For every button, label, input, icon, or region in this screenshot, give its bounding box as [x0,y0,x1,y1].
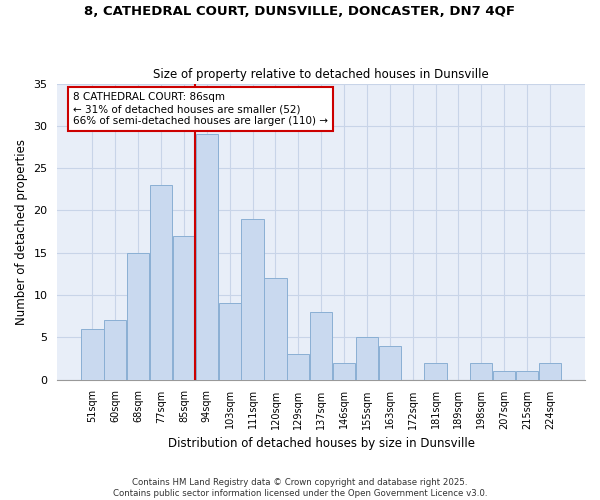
Bar [356,338,378,380]
Bar [173,236,195,380]
Bar [196,134,218,380]
Title: Size of property relative to detached houses in Dunsville: Size of property relative to detached ho… [154,68,489,81]
Bar [470,362,493,380]
Bar [218,304,241,380]
Bar [241,219,263,380]
Bar [424,362,446,380]
Bar [516,371,538,380]
Bar [265,278,287,380]
Y-axis label: Number of detached properties: Number of detached properties [15,138,28,324]
Bar [310,312,332,380]
Text: 8 CATHEDRAL COURT: 86sqm
← 31% of detached houses are smaller (52)
66% of semi-d: 8 CATHEDRAL COURT: 86sqm ← 31% of detach… [73,92,328,126]
Bar [539,362,561,380]
Bar [127,252,149,380]
X-axis label: Distribution of detached houses by size in Dunsville: Distribution of detached houses by size … [168,437,475,450]
Bar [104,320,127,380]
Bar [379,346,401,380]
Bar [493,371,515,380]
Bar [150,185,172,380]
Text: Contains HM Land Registry data © Crown copyright and database right 2025.
Contai: Contains HM Land Registry data © Crown c… [113,478,487,498]
Bar [333,362,355,380]
Text: 8, CATHEDRAL COURT, DUNSVILLE, DONCASTER, DN7 4QF: 8, CATHEDRAL COURT, DUNSVILLE, DONCASTER… [85,5,515,18]
Bar [82,329,104,380]
Bar [287,354,310,380]
